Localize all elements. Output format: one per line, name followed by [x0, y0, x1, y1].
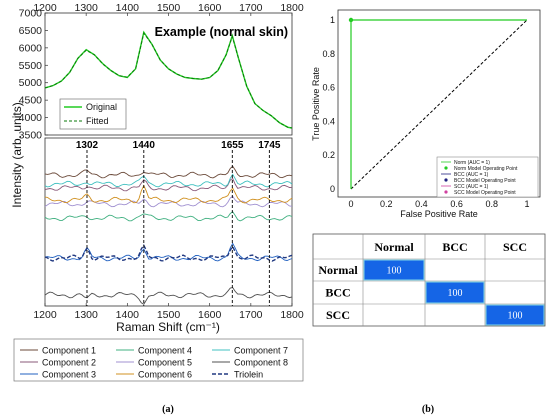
matrix-diagonal-cell [425, 281, 485, 304]
top-plot-title: Example (normal skin) [155, 25, 288, 39]
roc-legend-label: Norm (AUC = 1) [454, 160, 490, 166]
legend-label: Component 7 [234, 346, 288, 356]
panel-a-y-axis-label: Intensity (arb. units) [10, 102, 24, 207]
top-xtick-label: 1800 [280, 2, 304, 14]
panel-b-roc-plot: 0 0.2 0.4 0.6 0.8 1 0 0.2 0.4 0.6 0.8 1 True Positi… [311, 9, 541, 219]
component-trace [44, 165, 293, 179]
bottom-xtick-label: 1200 [33, 309, 57, 321]
roc-ytick-label: 0.8 [322, 49, 335, 59]
legend-fitted-label: Fitted [86, 116, 109, 126]
top-ytick-label: 4000 [19, 112, 43, 124]
roc-ytick-label: 0.4 [322, 116, 335, 126]
bottom-xtick-label: 1600 [198, 309, 222, 321]
top-ytick-label: 4500 [19, 95, 43, 107]
matrix-row-header: BCC [325, 286, 350, 300]
legend-label: Component 4 [138, 346, 192, 356]
confusion-matrix: Normal BCC SCC Normal 100 BCC 100 SCC 100 [312, 233, 546, 327]
top-ytick-label: 5500 [19, 60, 43, 72]
top-ytick-label: 3500 [19, 130, 43, 142]
original-series-line [44, 30, 293, 129]
chance-line [350, 19, 528, 190]
bottom-plot-frame [44, 137, 293, 307]
legend-label: Component 2 [42, 358, 96, 368]
component-trace [44, 287, 293, 305]
component-trace [44, 177, 293, 192]
matrix-diagonal-cell [363, 259, 425, 281]
bottom-xtick-label: 1800 [280, 309, 304, 321]
roc-xtick-label: 0.2 [380, 199, 393, 209]
roc-legend-label: BCC Model Operating Point [454, 178, 516, 184]
matrix-row-header: SCC [326, 308, 350, 322]
top-xtick-label: 1300 [74, 2, 98, 14]
roc-xtick-label: 0 [348, 199, 353, 209]
matrix-cell-value: 100 [448, 288, 463, 299]
peak-label: 1440 [133, 140, 156, 151]
component-legend-box [13, 338, 304, 382]
top-xtick-label: 1400 [116, 2, 140, 14]
top-legend-box [59, 98, 127, 130]
component-trace [44, 184, 293, 204]
roc-legend-marker [444, 166, 448, 170]
roc-xtick-label: 0.8 [486, 199, 499, 209]
matrix-column-header: Normal [374, 240, 414, 254]
matrix-cell-value: 100 [387, 266, 402, 277]
top-ytick-label: 7000 [19, 8, 43, 20]
peak-label: 1655 [221, 140, 244, 151]
bottom-xtick-label: 1400 [116, 309, 140, 321]
roc-legend-label: SCC (AUC = 1) [454, 184, 489, 190]
triolein-trace [44, 244, 293, 262]
legend-label: Component 6 [138, 370, 192, 380]
bottom-xtick-label: 1500 [157, 309, 181, 321]
panel-a-caption: (a) [162, 404, 174, 415]
roc-ytick-label: 0.2 [322, 150, 335, 160]
roc-xtick-label: 0.4 [415, 199, 428, 209]
panel-a-top-plot: 3500 4000 4500 5000 5500 6000 6500 7000 1200 130… [19, 2, 304, 142]
roc-xtick-label: 1 [524, 199, 529, 209]
peak-label: 1745 [258, 140, 281, 151]
roc-x-axis-label: False Positive Rate [400, 209, 478, 219]
top-xtick-label: 1600 [198, 2, 222, 14]
norm-operating-point [348, 17, 354, 23]
legend-label: Triolein [234, 370, 263, 380]
panel-a-bottom-plot: 1200 1300 1400 1500 1600 1700 1800 1302 1440 165… [33, 137, 304, 321]
component-trace [44, 211, 293, 222]
roc-legend-box [436, 156, 539, 198]
component-legend: Component 1 Component 4 Component 7 Compone… [13, 338, 304, 382]
panel-a-x-axis-label: Raman Shift (cm⁻¹) [116, 320, 220, 334]
roc-legend-marker [444, 190, 448, 194]
top-xtick-label: 1200 [33, 2, 57, 14]
matrix-cell-value: 100 [508, 311, 523, 322]
roc-ytick-label: 1 [330, 15, 335, 25]
roc-legend-marker [444, 178, 448, 182]
top-xtick-label: 1700 [239, 2, 263, 14]
roc-y-axis-label: True Positive Rate [311, 67, 321, 141]
roc-ytick-label: 0.6 [322, 83, 335, 93]
matrix-column-header: BCC [442, 240, 467, 254]
legend-label: Component 8 [234, 358, 288, 368]
legend-label: Component 3 [42, 370, 96, 380]
legend-original-label: Original [86, 102, 117, 112]
roc-ytick-label: 0 [330, 184, 335, 194]
panel-b-caption: (b) [422, 404, 434, 415]
top-ytick-label: 5000 [19, 77, 43, 89]
peak-label: 1302 [76, 140, 99, 151]
top-ytick-label: 6000 [19, 42, 43, 54]
roc-xtick-label: 0.6 [450, 199, 463, 209]
legend-label: Component 5 [138, 358, 192, 368]
roc-legend-label: Norm Model Operating Point [454, 166, 518, 172]
matrix-diagonal-cell [485, 304, 545, 326]
matrix-row-header: Normal [318, 263, 358, 277]
component-trace [44, 195, 293, 208]
bottom-xtick-label: 1300 [74, 309, 98, 321]
roc-legend-label: BCC (AUC = 1) [454, 172, 489, 178]
roc-legend-label: SCC Model Operating Point [454, 190, 516, 196]
top-ytick-label: 6500 [19, 25, 43, 37]
matrix-column-header: SCC [503, 240, 527, 254]
component-trace [44, 173, 293, 188]
legend-label: Component 1 [42, 346, 96, 356]
bottom-xtick-label: 1700 [239, 309, 263, 321]
top-xtick-label: 1500 [157, 2, 181, 14]
